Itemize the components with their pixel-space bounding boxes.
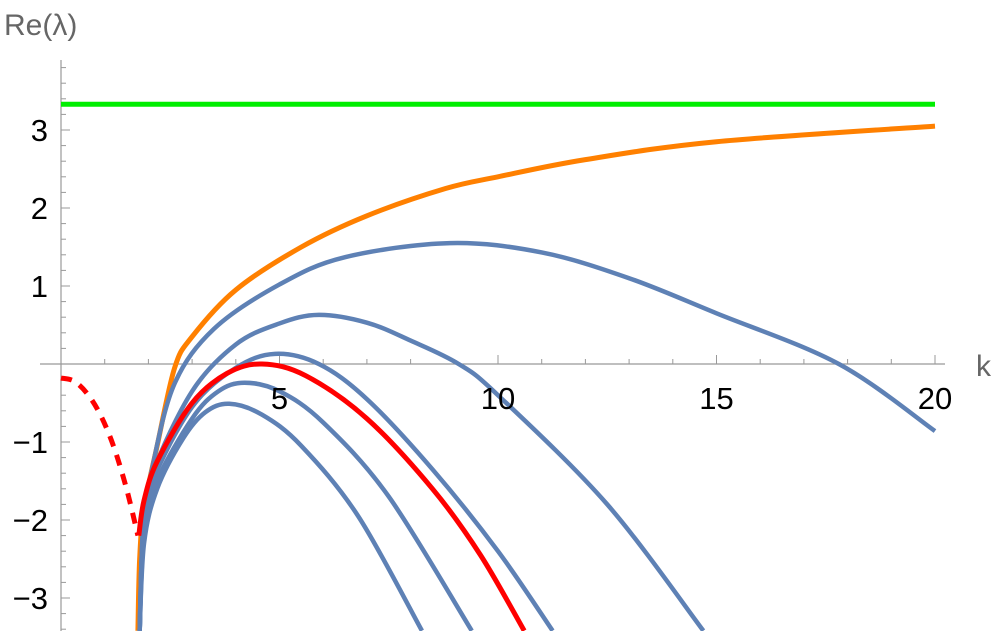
x-axis-label: k [976,350,992,383]
x-tick-label: 10 [481,381,515,416]
series-line-1 [135,123,936,631]
y-tick-label: 1 [31,269,48,304]
y-tick-label: 2 [31,191,48,226]
series-line-6 [137,380,474,631]
x-tick-label: 15 [699,381,733,416]
y-tick-label: −1 [13,425,48,460]
x-tick-label: 5 [271,381,288,416]
y-tick-label: −2 [13,503,48,538]
tick-labels: 5 10 15 20 −3 −2 −1 1 2 3 [13,113,953,616]
y-tick-label: −3 [13,581,48,616]
series-line-2 [137,240,937,631]
series-line-7 [137,401,424,631]
y-tick-label: 3 [31,113,48,148]
series-line-8 [60,375,141,537]
x-tick-label: 20 [918,381,952,416]
y-axis-label: Re(λ) [4,9,77,42]
series-line-5 [136,361,527,631]
curves [60,101,937,631]
